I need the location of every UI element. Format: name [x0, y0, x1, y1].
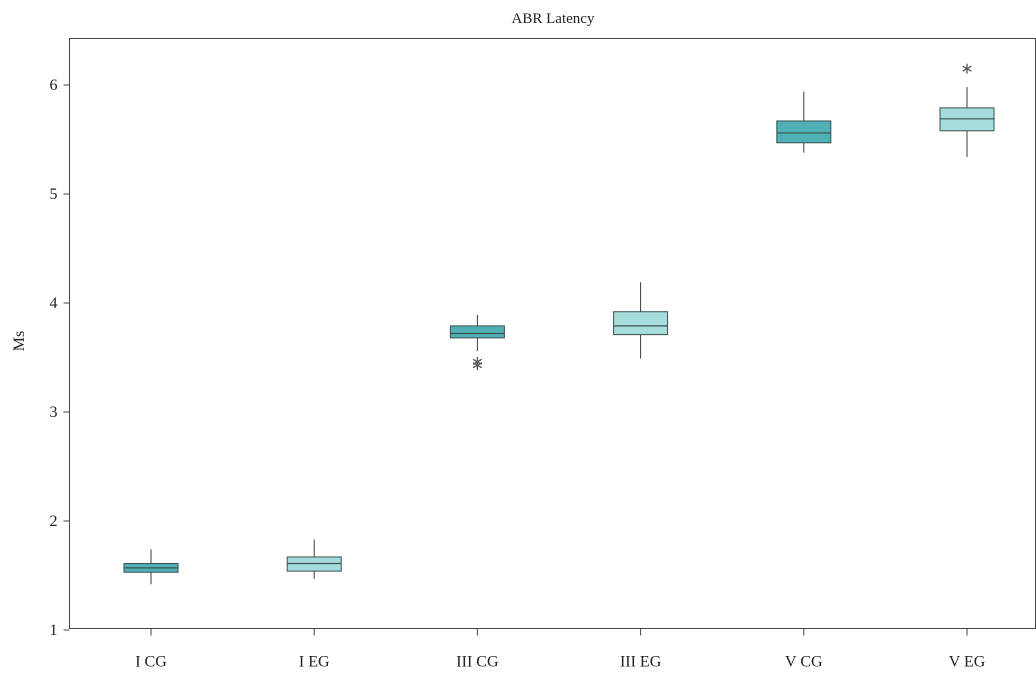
- outlier-marker: [472, 356, 483, 367]
- plot-frame: [69, 38, 1036, 629]
- y-tick-label: 5: [50, 186, 58, 203]
- box-i-cg: [123, 549, 179, 585]
- box-iqr: [776, 120, 832, 144]
- x-tick-label: I EG: [299, 654, 330, 671]
- box-v-cg: [776, 91, 832, 153]
- outlier-marker: [962, 63, 972, 74]
- y-tick-label: 3: [50, 404, 58, 421]
- box-v-eg: [939, 63, 995, 157]
- y-tick-label: 2: [50, 513, 58, 530]
- box-iqr: [449, 325, 505, 339]
- x-tick-label: III CG: [456, 654, 499, 671]
- y-tick-label: 6: [50, 77, 58, 94]
- x-axis-ticks: I CG I EG III CG III EG V CG V EG: [135, 628, 986, 671]
- x-tick-label: V EG: [949, 654, 986, 671]
- x-tick-label: III EG: [620, 654, 662, 671]
- chart-title: ABR Latency: [512, 11, 595, 27]
- box-iii-cg: [449, 314, 505, 371]
- box-iii-eg: [613, 282, 669, 359]
- y-axis-ticks: 1 2 3 4 5 6: [50, 77, 70, 639]
- x-tick-label: I CG: [135, 654, 167, 671]
- box-i-eg: [286, 539, 342, 579]
- y-axis-title: Ms: [11, 331, 28, 351]
- box-series: [123, 63, 995, 585]
- y-tick-label: 4: [50, 295, 58, 312]
- x-tick-label: V CG: [785, 654, 823, 671]
- y-tick-label: 1: [50, 622, 58, 639]
- box-iqr: [613, 311, 669, 336]
